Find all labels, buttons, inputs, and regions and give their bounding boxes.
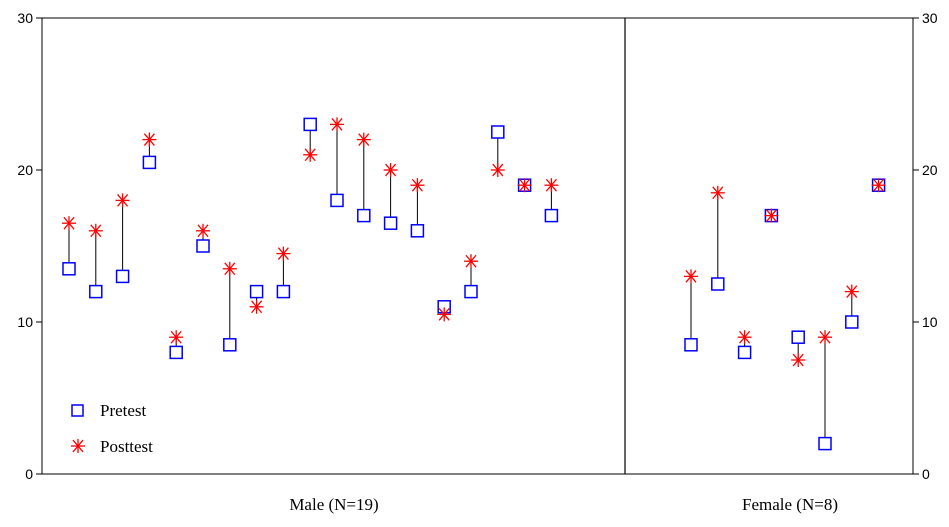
data-markers: [62, 117, 886, 451]
pretest-point-17: [491, 125, 505, 139]
pretest-point-2: [89, 284, 103, 299]
posttest-point-13: [383, 163, 398, 177]
pretest-point-12: [357, 208, 371, 223]
posttest-point-14: [410, 178, 425, 193]
posttest-point-19: [544, 178, 559, 193]
pretest-point-3: [115, 269, 130, 284]
posttest-point-8: [249, 299, 264, 314]
change-lines: [68, 124, 853, 444]
y-tick-label-left-0: 0: [25, 466, 33, 482]
group-label-female: Female (N=8): [742, 495, 838, 514]
group-label-male: Male (N=19): [289, 495, 378, 514]
posttest-point-5: [169, 330, 184, 345]
posttest-point-21: [710, 185, 725, 200]
pretest-point-26: [845, 315, 859, 329]
pretest-point-1: [62, 262, 76, 276]
plot-frame: [41, 17, 914, 475]
y-tick-label-left-10: 10: [17, 314, 33, 330]
posttest-point-27: [871, 178, 886, 193]
posttest-point-15: [437, 307, 452, 322]
y-tick-label-left-30: 30: [17, 10, 33, 26]
posttest-point-26: [844, 284, 859, 299]
pretest-point-14: [410, 224, 425, 238]
pretest-point-19: [544, 208, 559, 223]
posttest-point-25: [818, 330, 832, 345]
posttest-point-4: [142, 132, 157, 147]
y-tick-label-left-20: 20: [17, 162, 33, 178]
posttest-point-24: [791, 353, 806, 367]
pretest-point-21: [711, 277, 725, 291]
y-tick-label-right-30: 30: [922, 10, 938, 26]
plot-border: [41, 17, 914, 475]
y-axis-right: 0 10 20 30: [913, 10, 938, 482]
legend-posttest-marker: [71, 439, 85, 453]
pretest-point-20: [684, 338, 698, 352]
posttest-point-7: [222, 261, 237, 276]
legend-posttest-swatch: [71, 439, 85, 453]
y-tick-label-right-10: 10: [922, 314, 938, 330]
y-axis-left: 0 10 20 30: [17, 10, 42, 482]
posttest-point-22: [737, 330, 752, 345]
pretest-point-10: [303, 117, 317, 132]
posttest-point-17: [490, 163, 505, 177]
posttest-point-3: [115, 193, 130, 208]
y-tick-label-right-20: 20: [922, 162, 938, 178]
posttest-point-18: [517, 178, 532, 193]
pretest-point-9: [276, 284, 291, 299]
pretest-point-7: [223, 338, 237, 352]
posttest-point-20: [684, 269, 698, 284]
pretest-point-22: [737, 345, 752, 360]
pretest-point-4: [142, 155, 157, 170]
posttest-point-6: [196, 223, 210, 238]
y-tick-label-right-0: 0: [922, 466, 930, 482]
legend: Pretest Posttest: [71, 401, 153, 456]
posttest-point-1: [62, 216, 76, 231]
posttest-point-10: [303, 147, 318, 162]
pretest-point-25: [818, 436, 832, 451]
pretest-point-11: [330, 193, 344, 208]
pretest-point-8: [249, 284, 264, 299]
posttest-point-11: [330, 117, 344, 132]
pretest-point-13: [383, 216, 398, 230]
pretest-point-5: [169, 345, 183, 360]
pretest-point-16: [464, 284, 478, 299]
posttest-point-23: [764, 208, 779, 223]
legend-pretest-label: Pretest: [100, 401, 147, 420]
pretest-point-6: [196, 239, 210, 253]
posttest-point-12: [356, 132, 371, 147]
posttest-point-9: [276, 246, 291, 261]
legend-posttest-label: Posttest: [100, 437, 153, 456]
pretest-point-24: [791, 330, 805, 344]
legend-pretest-swatch: [71, 404, 84, 417]
posttest-point-2: [88, 223, 103, 238]
posttest-point-16: [464, 254, 478, 269]
